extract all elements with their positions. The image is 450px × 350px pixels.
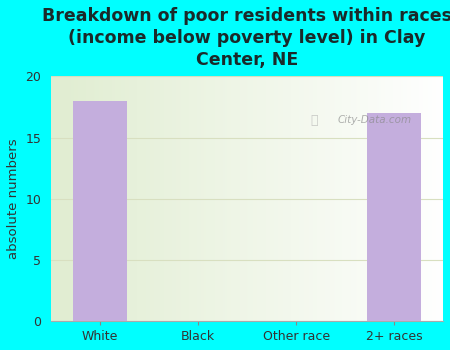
Y-axis label: absolute numbers: absolute numbers [7,139,20,259]
Bar [367,113,421,321]
Title: Breakdown of poor residents within races
(income below poverty level) in Clay
Ce: Breakdown of poor residents within races… [42,7,450,69]
Text: City-Data.com: City-Data.com [337,116,411,126]
Bar [73,101,127,321]
Text: ⦿: ⦿ [310,114,317,127]
